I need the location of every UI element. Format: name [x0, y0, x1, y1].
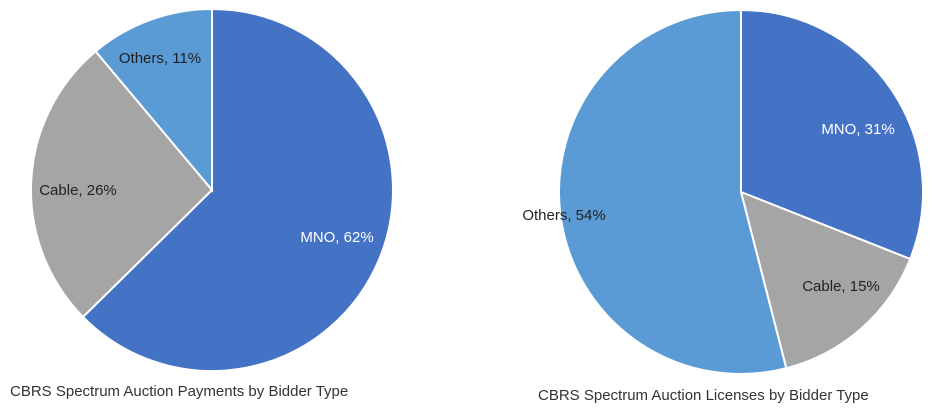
- licenses-label-others: Others, 54%: [522, 207, 605, 224]
- licenses-chart-title: CBRS Spectrum Auction Licenses by Bidder…: [538, 387, 869, 404]
- payments-label-others: Others, 11%: [119, 50, 201, 67]
- payments-slice-mno: [81, 7, 394, 372]
- payments-pie-chart: MNO, 62% Cable, 26% Others, 11% CBRS Spect…: [10, 7, 394, 400]
- licenses-label-cable: Cable, 15%: [802, 278, 880, 295]
- payments-label-cable: Cable, 26%: [39, 182, 117, 199]
- licenses-pie-svg: MNO, 31% Cable, 15% Others, 54%: [522, 8, 924, 375]
- payments-label-mno: MNO, 62%: [300, 229, 373, 246]
- licenses-slice-cable: [739, 190, 912, 370]
- licenses-label-mno: MNO, 31%: [821, 121, 894, 138]
- payments-chart-title: CBRS Spectrum Auction Payments by Bidder…: [10, 383, 349, 400]
- payments-slice-others: [94, 7, 213, 193]
- licenses-slice-others: [558, 8, 788, 375]
- payments-slice-cable: [30, 49, 214, 319]
- payments-pie-svg: MNO, 62% Cable, 26% Others, 11%: [30, 7, 394, 372]
- licenses-slice-mno: [740, 8, 924, 261]
- licenses-pie-chart: MNO, 31% Cable, 15% Others, 54% CBRS Spect…: [468, 0, 936, 416]
